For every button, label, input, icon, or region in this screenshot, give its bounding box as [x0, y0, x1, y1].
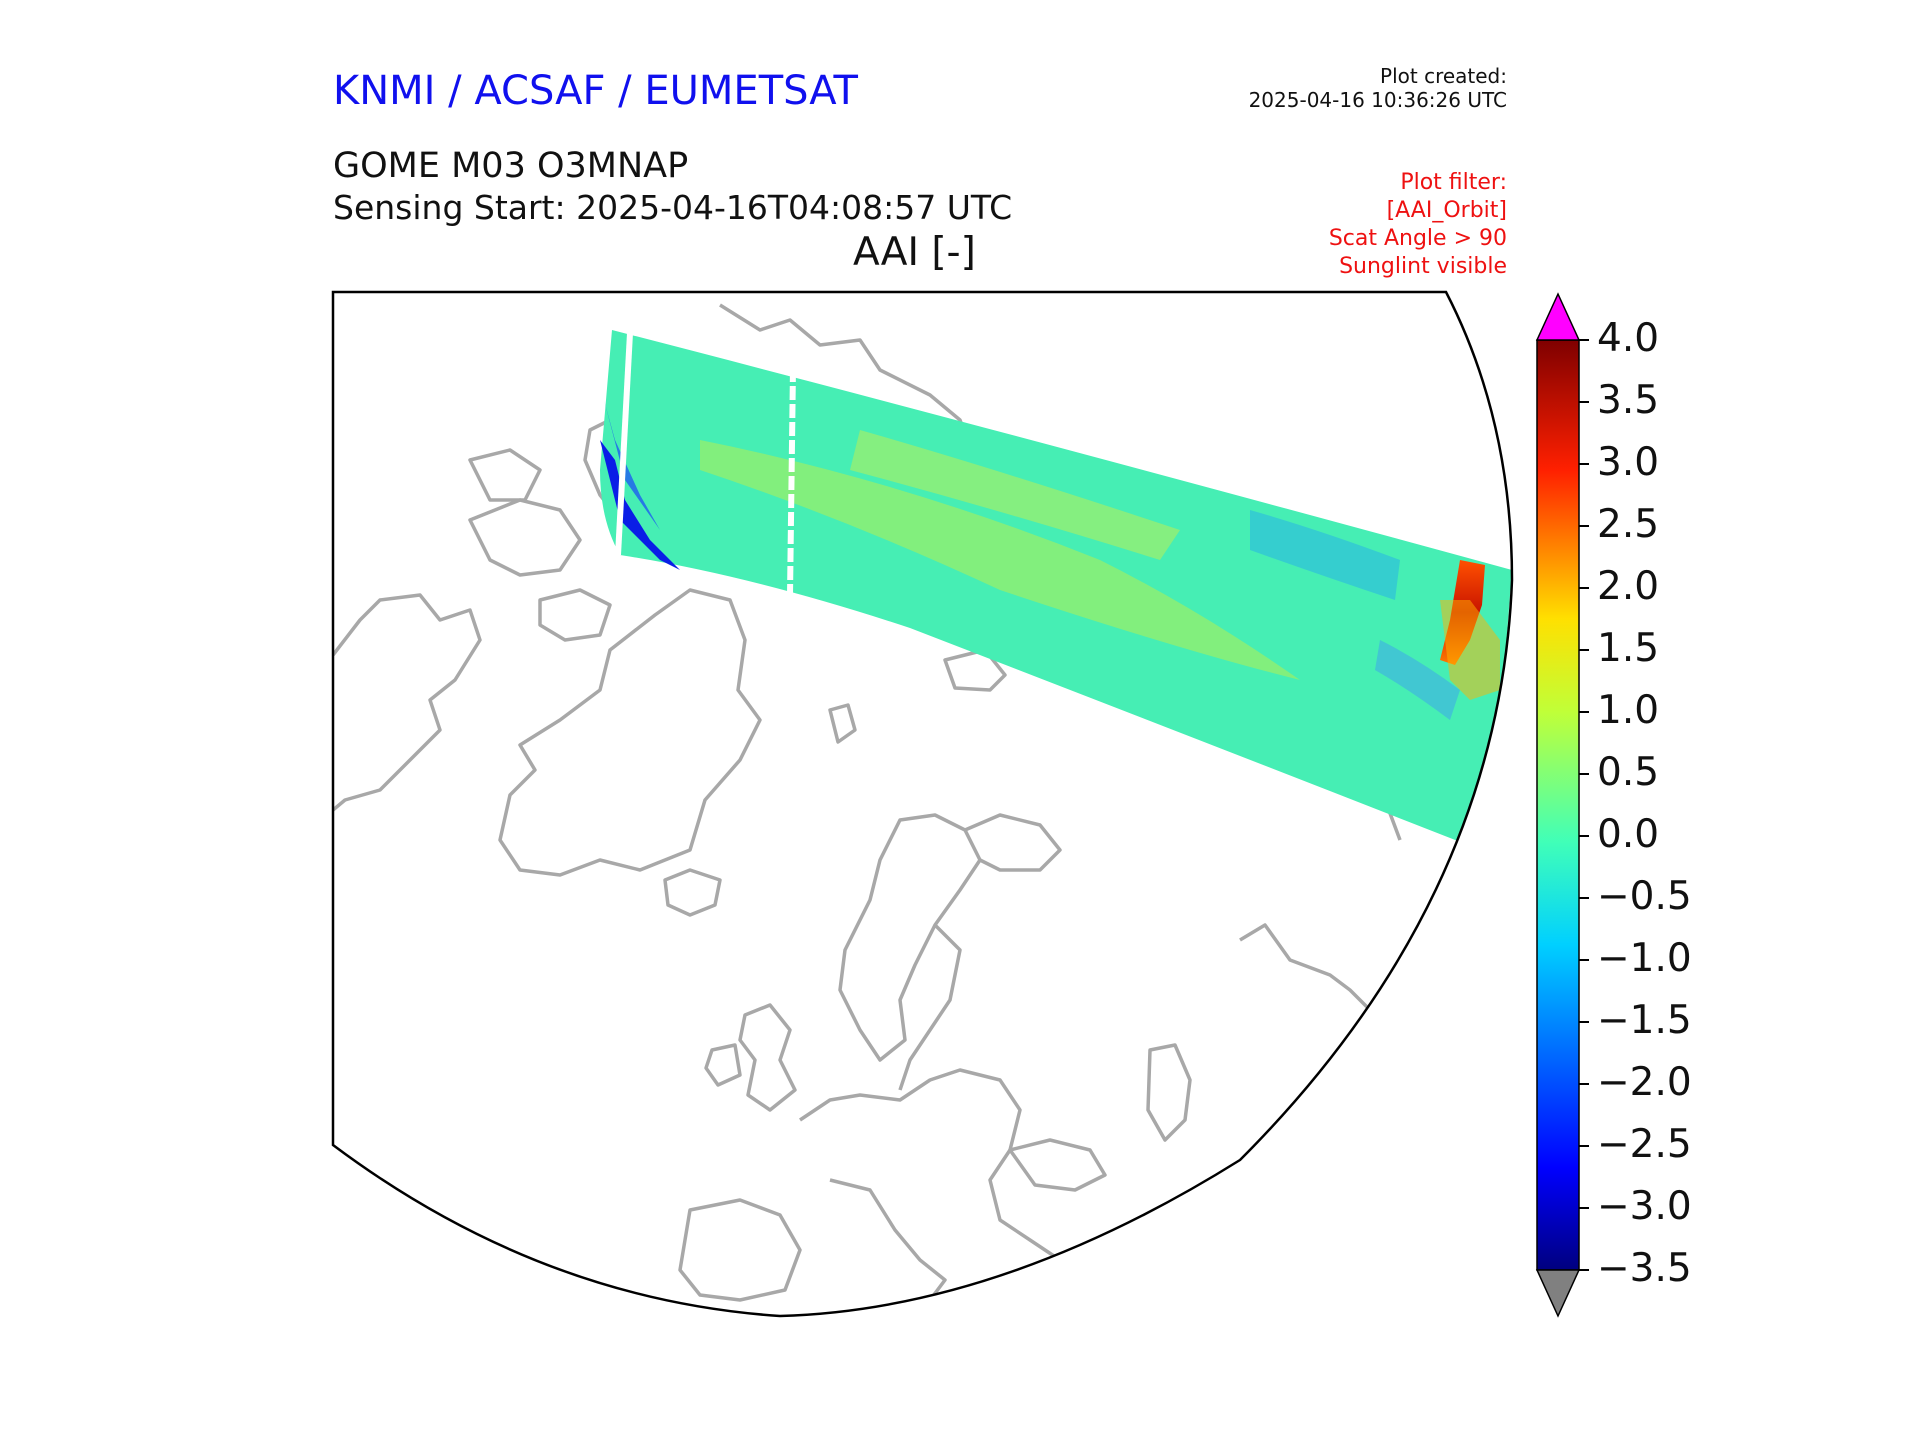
colorbar-over-arrow	[1535, 292, 1581, 341]
canadian-islands-1	[468, 498, 582, 577]
variable-title: AAI [-]	[853, 230, 976, 275]
british-isles-coast	[738, 1003, 797, 1112]
plot-created-time: 2025-04-16 10:36:26 UTC	[1248, 88, 1507, 112]
plot-filter-scat-angle: Scat Angle > 90	[1328, 226, 1507, 251]
plot-filter-orbit: [AAI_Orbit]	[1386, 198, 1507, 223]
swath-streaks-positive-2	[850, 430, 1180, 560]
colorbar-tick-label: 3.0	[1597, 440, 1660, 485]
colorbar-tick-label: 0.0	[1597, 812, 1660, 857]
aerosol-plume-halo	[1440, 600, 1500, 700]
colorbar-tick-label: 3.5	[1597, 378, 1660, 423]
finland-baltic-coast	[898, 923, 962, 1091]
colorbar-tick-label: −3.5	[1597, 1246, 1692, 1291]
sensing-start: Sensing Start: 2025-04-16T04:08:57 UTC	[333, 188, 1013, 227]
svalbard-coast	[828, 703, 857, 744]
greenland-coast	[498, 588, 762, 877]
caspian-coast	[1146, 1043, 1192, 1142]
kola-coast	[964, 813, 1062, 872]
colorbar-under-arrow	[1535, 1269, 1581, 1318]
colorbar-tick-label: 1.5	[1597, 626, 1660, 671]
colorbar-tick-label: −0.5	[1597, 874, 1692, 919]
colorbar-tick-label: 2.5	[1597, 502, 1660, 547]
europe-mainland-coast	[799, 1068, 1101, 1302]
colorbar-tick-label: 4.0	[1597, 316, 1660, 361]
aai-swath	[600, 330, 1512, 845]
scandinavia-coast	[838, 813, 982, 1062]
plot-created-label: Plot created:	[1380, 64, 1507, 88]
swath-low-region	[1250, 510, 1400, 600]
colorbar-tick-label: 0.5	[1597, 750, 1660, 795]
swath-streaks-positive	[700, 440, 1300, 680]
plot-filter-sunglint: Sunglint visible	[1339, 254, 1507, 279]
colorbar-tick-label: −1.0	[1597, 936, 1692, 981]
ireland-coast	[704, 1043, 742, 1087]
black-sea-coast	[1008, 1138, 1107, 1192]
plot-filter-label: Plot filter:	[1400, 170, 1507, 195]
colorbar-tick-label: 1.0	[1597, 688, 1660, 733]
canadian-islands-2	[538, 588, 612, 642]
iberia-coast	[678, 1198, 802, 1302]
colorbar	[1535, 292, 1589, 1318]
colorbar-tick-label: −1.5	[1597, 998, 1692, 1043]
central-asia-coast	[1239, 923, 1372, 1012]
colorbar-ticks	[1579, 339, 1589, 1271]
colorbar-gradient	[1536, 339, 1580, 1271]
colorbar-tick-label: 2.0	[1597, 564, 1660, 609]
canadian-islands-3	[468, 448, 542, 502]
organisation-title: KNMI / ACSAF / EUMETSAT	[333, 68, 858, 114]
swath-left-edge-low	[600, 440, 680, 570]
swath-gap-1	[615, 332, 633, 556]
swath-gap-2	[787, 367, 796, 596]
map-boundary	[331, 290, 1514, 1318]
colorbar-tick-label: −2.0	[1597, 1060, 1692, 1105]
canadian-arctic-coast	[333, 593, 482, 812]
colorbar-tick-label: −3.0	[1597, 1184, 1692, 1229]
iceland-coast	[663, 868, 722, 917]
italy-coast	[829, 1178, 947, 1302]
swath-low-region-2	[1375, 640, 1460, 720]
product-name: GOME M03 O3MNAP	[333, 146, 689, 186]
colorbar-tick-label: −2.5	[1597, 1122, 1692, 1167]
